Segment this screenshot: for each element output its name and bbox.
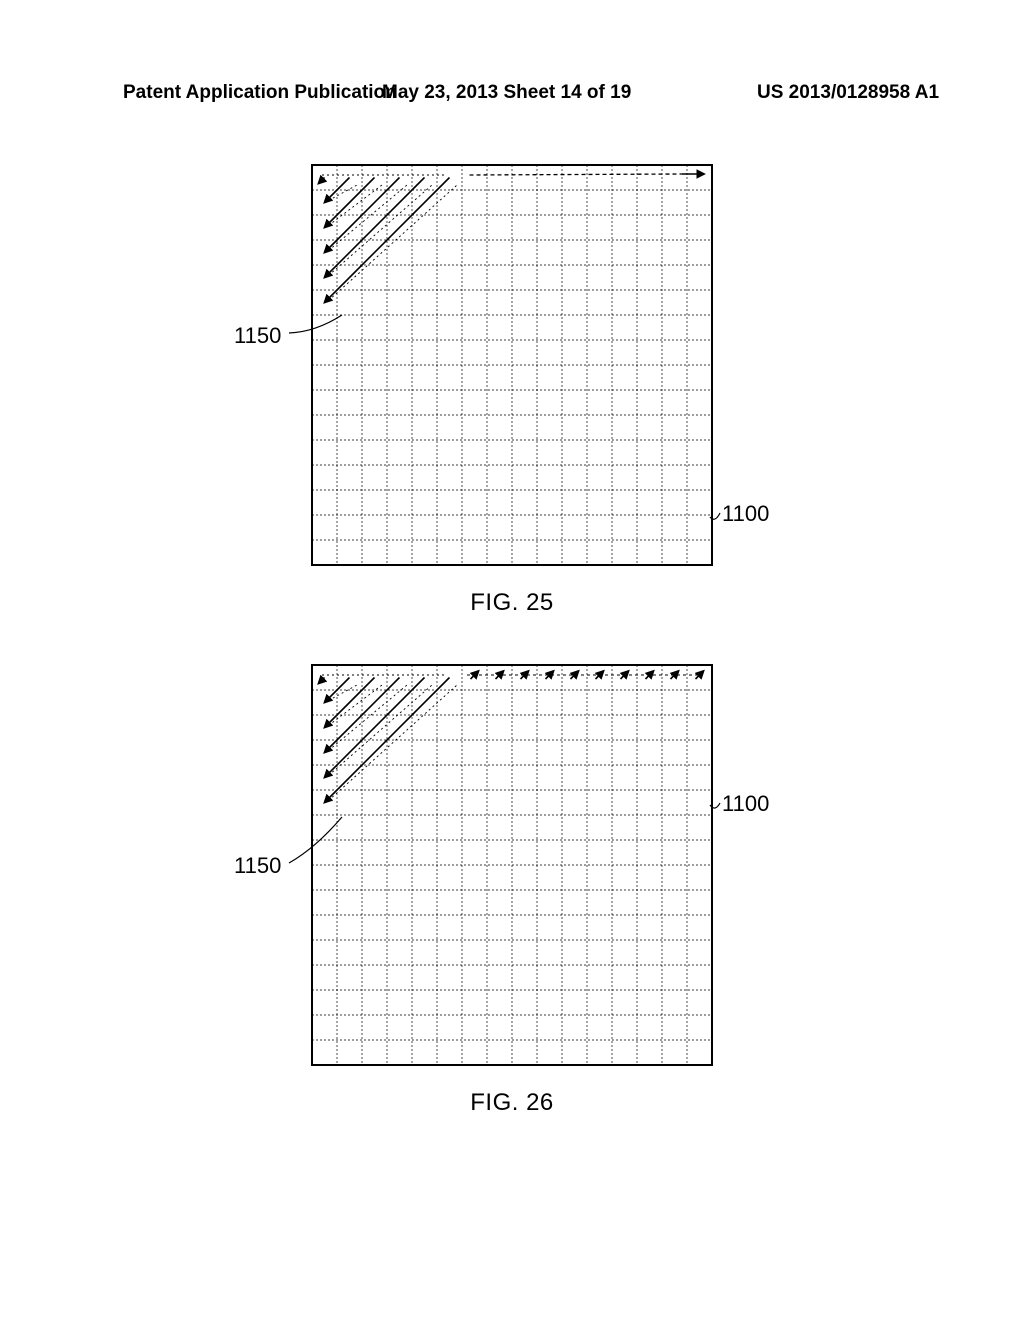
figure-26-svg: 1150 1100 xyxy=(212,655,812,1075)
header-publication: Patent Application Publication xyxy=(123,82,397,104)
figure-25-svg: 1150 1100 xyxy=(212,155,812,575)
header-sheet: May 23, 2013 Sheet 14 of 19 xyxy=(382,82,631,104)
page: Patent Application Publication May 23, 2… xyxy=(0,0,1024,1320)
svg-text:1150: 1150 xyxy=(234,853,281,878)
figure-26: 1150 1100 FIG. 26 xyxy=(212,655,812,1117)
figure-25-caption: FIG. 25 xyxy=(212,589,812,617)
svg-text:1150: 1150 xyxy=(234,323,281,348)
figure-26-caption: FIG. 26 xyxy=(212,1089,812,1117)
figure-25: 1150 1100 FIG. 25 xyxy=(212,155,812,617)
svg-text:1100: 1100 xyxy=(722,791,769,816)
page-header: Patent Application Publication May 23, 2… xyxy=(0,82,1024,112)
svg-text:1100: 1100 xyxy=(722,501,769,526)
header-pubnum: US 2013/0128958 A1 xyxy=(757,82,939,104)
